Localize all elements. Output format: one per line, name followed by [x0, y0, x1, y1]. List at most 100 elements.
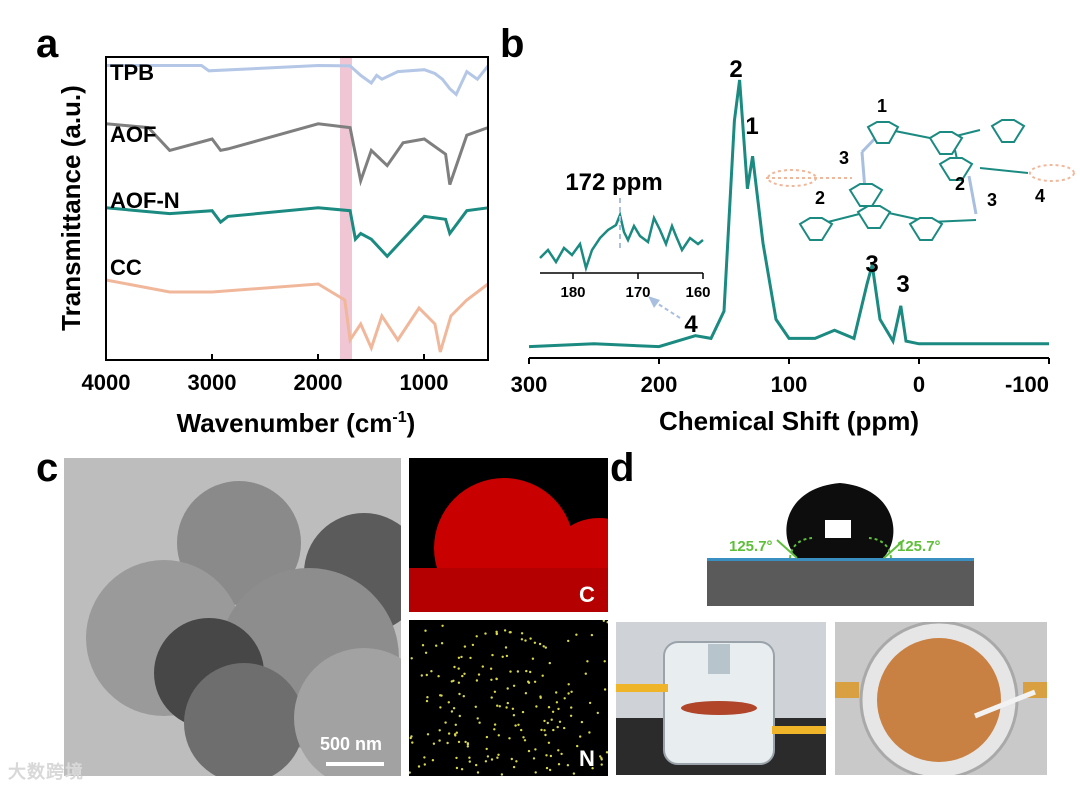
ftir-chart: 4000 3000 2000 1000 Wavenumber (cm-1) Tr… [0, 0, 500, 450]
nitrogen-dot [424, 763, 426, 765]
nitrogen-dot [539, 695, 541, 697]
nitrogen-dot [485, 760, 487, 762]
series-label-aof-n: AOF-N [110, 188, 180, 213]
nitrogen-dot [506, 655, 508, 657]
nitrogen-dot [453, 666, 455, 668]
peak-label-3b: 3 [896, 271, 909, 298]
nitrogen-dot [591, 634, 593, 636]
x-tick-label: 200 [641, 372, 678, 397]
nitrogen-dot [505, 706, 507, 708]
nitrogen-dot [484, 632, 486, 634]
nitrogen-dot [460, 656, 462, 658]
ftir-series-tpb [106, 66, 488, 95]
tube-right [772, 726, 826, 734]
nitrogen-dot [517, 724, 519, 726]
nitrogen-dot [441, 642, 443, 644]
nitrogen-dot [475, 764, 477, 766]
inset-chart: 180 170 160 172 ppm [540, 169, 711, 318]
nitrogen-dot [491, 654, 493, 656]
nitrogen-dot [557, 708, 559, 710]
nitrogen-dot [544, 734, 546, 736]
nitrogen-dot [563, 727, 565, 729]
nitrogen-dot [461, 768, 463, 770]
structure-label-2a: 2 [815, 188, 825, 208]
nitrogen-dot [490, 679, 492, 681]
nitrogen-dot [545, 646, 547, 648]
nitrogen-dot [543, 645, 545, 647]
nitrogen-dot [496, 632, 498, 634]
nitrogen-dot [456, 767, 458, 769]
benzene-ring [992, 120, 1024, 142]
reactor-photo-side [616, 622, 826, 775]
nitrogen-dot [491, 758, 493, 760]
nitrogen-dot [524, 639, 526, 641]
nitrogen-dot [426, 700, 428, 702]
structure-label-2b: 2 [955, 174, 965, 194]
nitrogen-dot [411, 741, 413, 743]
nitrogen-dot [476, 635, 478, 637]
nitrogen-dot [581, 721, 583, 723]
nitrogen-dot [543, 729, 545, 731]
nitrogen-dot [539, 643, 541, 645]
reactor-photo-top [835, 622, 1047, 775]
nitrogen-dot [410, 735, 412, 737]
nitrogen-dot [507, 687, 509, 689]
nitrogen-dot [534, 681, 536, 683]
x-label-sup: -1 [392, 409, 406, 426]
nitrogen-dot [497, 754, 499, 756]
nitrogen-dot [493, 728, 495, 730]
x-tick-label: 1000 [400, 370, 449, 395]
nitrogen-dot [461, 675, 463, 677]
x-tick-label: 3000 [188, 370, 237, 395]
nitrogen-dot [467, 745, 469, 747]
watermark: 大数跨境 [8, 758, 84, 784]
substrate [707, 558, 974, 606]
nitrogen-dot [426, 696, 428, 698]
structure-label-3b: 3 [987, 190, 997, 210]
nitrogen-dot [545, 754, 547, 756]
map-label-n: N [579, 746, 595, 772]
reactor-top-drawing [835, 622, 1047, 775]
x-label-end: ) [407, 408, 416, 438]
ftir-y-axis-label: Transmittance (a.u.) [56, 85, 86, 331]
nitrogen-dot [513, 685, 515, 687]
nitrogen-dot [432, 759, 434, 761]
nitrogen-dot [496, 757, 498, 759]
nitrogen-dot [448, 732, 450, 734]
eds-map-carbon: C [409, 458, 608, 612]
inset-tick-label: 160 [685, 284, 710, 301]
nitrogen-dot [418, 765, 420, 767]
peak-label-3a: 3 [865, 251, 878, 278]
nitrogen-dot [411, 657, 413, 659]
nitrogen-dot [540, 729, 542, 731]
nitrogen-dot [468, 757, 470, 759]
nitrogen-dot [455, 724, 457, 726]
nitrogen-dot [567, 640, 569, 642]
nitrogen-dot [556, 701, 558, 703]
nitrogen-dot [476, 679, 478, 681]
nitrogen-dot [589, 702, 591, 704]
nitrogen-dot [458, 693, 460, 695]
reactor-side-drawing [616, 622, 826, 775]
nitrogen-dot [504, 629, 506, 631]
nitrogen-dot [409, 771, 411, 773]
nitrogen-dot [439, 729, 441, 731]
nitrogen-dot [513, 766, 515, 768]
alkyl-chain-right [1030, 165, 1074, 181]
nitrogen-dot [559, 721, 561, 723]
benzene-ring [910, 218, 942, 240]
nmr-series-group [529, 80, 1049, 347]
nitrogen-dot [521, 632, 523, 634]
contact-angle-right: 125.7° [897, 538, 941, 555]
nitrogen-dot [505, 646, 507, 648]
nitrogen-dot [546, 767, 548, 769]
nitrogen-dot [549, 769, 551, 771]
structure-label-4: 4 [1035, 186, 1045, 206]
nitrogen-dot [604, 660, 606, 662]
nmr-x-ticks: 300 200 100 0 -100 [511, 358, 1049, 397]
nitrogen-dot [552, 729, 554, 731]
nitrogen-dot [535, 771, 537, 773]
series-label-cc: CC [110, 255, 142, 280]
nitrogen-dot [586, 660, 588, 662]
nitrogen-dot [439, 694, 441, 696]
